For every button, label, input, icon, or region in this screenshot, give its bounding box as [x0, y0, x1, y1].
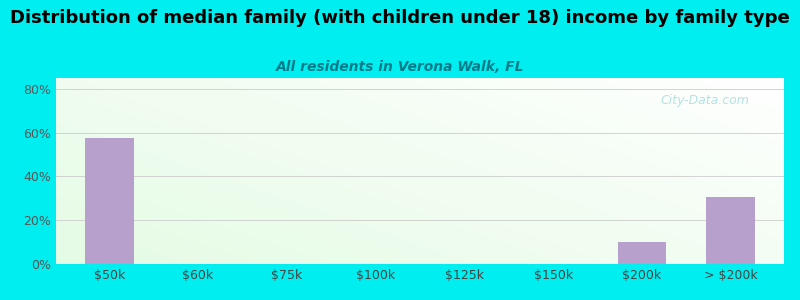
Text: City-Data.com: City-Data.com — [660, 94, 749, 107]
Bar — [706, 197, 755, 264]
Bar — [85, 138, 134, 264]
Text: All residents in Verona Walk, FL: All residents in Verona Walk, FL — [276, 60, 524, 74]
Text: Distribution of median family (with children under 18) income by family type: Distribution of median family (with chil… — [10, 9, 790, 27]
Bar — [618, 242, 666, 264]
